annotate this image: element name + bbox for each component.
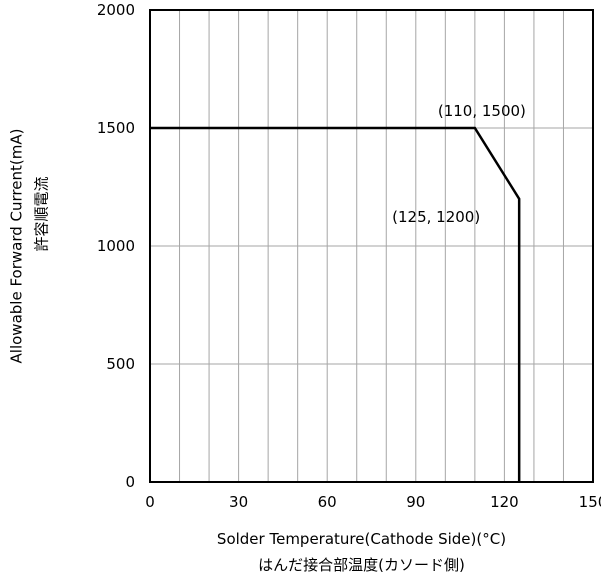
grid bbox=[150, 10, 593, 482]
point-annotation: (110, 1500) bbox=[438, 102, 526, 120]
y-tick-label: 500 bbox=[106, 355, 135, 373]
x-tick-label: 30 bbox=[229, 493, 248, 511]
y-tick-label: 0 bbox=[125, 473, 135, 491]
annotations: (110, 1500) (125, 1200) bbox=[392, 102, 526, 226]
x-axis-label-ja: はんだ接合部温度(カソード側) bbox=[258, 556, 465, 574]
y-tick-label: 1000 bbox=[97, 237, 135, 255]
y-tick-labels: 0 500 1000 1500 2000 bbox=[97, 1, 135, 491]
y-tick-label: 2000 bbox=[97, 1, 135, 19]
plot-frame bbox=[149, 9, 594, 483]
x-tick-label: 90 bbox=[406, 493, 425, 511]
series-layer bbox=[150, 126, 521, 482]
x-tick-label: 0 bbox=[145, 493, 155, 511]
series-line bbox=[150, 126, 521, 482]
y-tick-label: 1500 bbox=[97, 119, 135, 137]
y-axis-label: Allowable Forward Current(mA) bbox=[8, 129, 26, 364]
x-axis-label: Solder Temperature(Cathode Side)(°C) bbox=[217, 530, 506, 548]
x-tick-labels: 0 30 60 90 120 150 bbox=[145, 493, 601, 511]
y-axis-label-ja: 許容順電流 bbox=[33, 176, 51, 251]
x-tick-label: 120 bbox=[490, 493, 519, 511]
point-annotation: (125, 1200) bbox=[392, 208, 480, 226]
x-tick-label: 60 bbox=[318, 493, 337, 511]
x-tick-label: 150 bbox=[579, 493, 601, 511]
